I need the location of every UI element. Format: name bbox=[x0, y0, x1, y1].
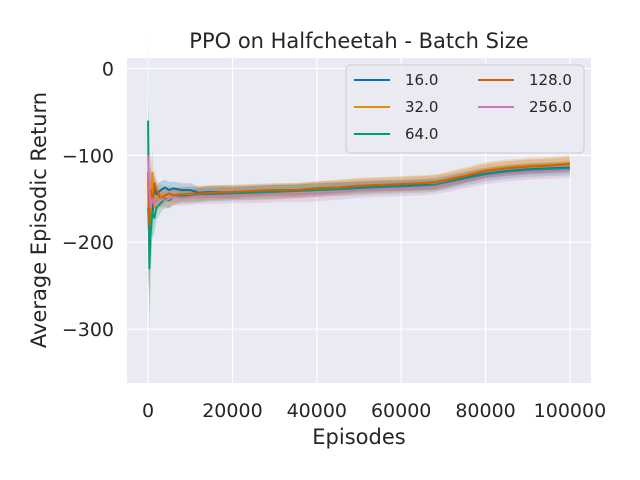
y-tick-label: 0 bbox=[102, 58, 114, 80]
y-tick-label: −100 bbox=[62, 145, 114, 167]
x-axis-label: Episodes bbox=[312, 425, 405, 449]
x-tick-label: 0 bbox=[142, 400, 154, 422]
series-line-128.0 bbox=[147, 163, 570, 226]
x-tick-label: 80000 bbox=[455, 400, 515, 422]
x-tick-label: 100000 bbox=[534, 400, 607, 422]
legend-label-32.0: 32.0 bbox=[405, 98, 438, 116]
y-tick-label: −300 bbox=[62, 319, 114, 341]
y-tick-labels: 0 −100 −200 −300 bbox=[62, 58, 114, 341]
x-tick-label: 60000 bbox=[371, 400, 431, 422]
legend: 16.0 32.0 64.0 128.0 256.0 bbox=[345, 64, 585, 154]
y-tick-label: −200 bbox=[62, 232, 114, 254]
chart-title: PPO on Halfcheetah - Batch Size bbox=[189, 29, 528, 53]
series-line-256.0 bbox=[147, 155, 570, 209]
legend-label-16.0: 16.0 bbox=[405, 71, 438, 89]
x-tick-label: 40000 bbox=[287, 400, 347, 422]
legend-label-64.0: 64.0 bbox=[405, 125, 438, 143]
series-line-64.0 bbox=[147, 120, 570, 270]
x-tick-labels: 0 20000 40000 60000 80000 100000 bbox=[142, 400, 606, 422]
legend-label-128.0: 128.0 bbox=[529, 71, 572, 89]
legend-label-256.0: 256.0 bbox=[529, 98, 572, 116]
x-tick-label: 20000 bbox=[202, 400, 262, 422]
series-lines bbox=[147, 120, 570, 270]
y-axis-label: Average Episodic Return bbox=[27, 92, 51, 348]
legend-box bbox=[345, 64, 585, 154]
